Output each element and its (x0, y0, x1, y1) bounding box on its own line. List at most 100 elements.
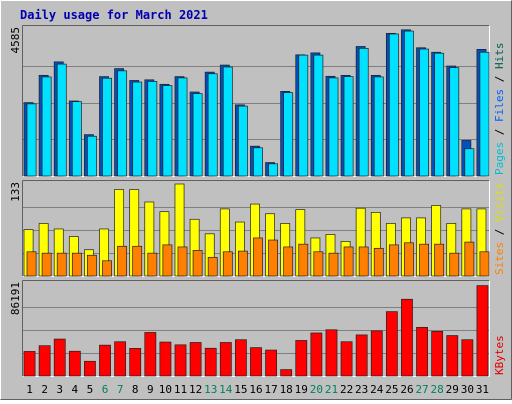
x-tick-label-28: 28 (431, 383, 444, 396)
bar-sites-19 (298, 243, 309, 277)
bar-pages-15 (238, 105, 248, 177)
x-tick-label-5: 5 (87, 383, 94, 396)
bar-kbytes-6 (99, 344, 111, 377)
bar-kbytes-30 (461, 339, 474, 377)
panels-layer: 4585 Pages / Files / Hits 133 Sites / Visit… (9, 25, 506, 377)
bar-kbytes-3 (53, 338, 66, 377)
bar-pages-27 (419, 48, 429, 177)
bar-sites-3 (56, 252, 67, 277)
legend-item-files: Files (493, 89, 506, 122)
bar-kbytes-9 (144, 332, 157, 377)
x-tick-label-23: 23 (355, 383, 368, 396)
panel-middle: 133 Sites / Visits (9, 180, 506, 277)
bar-pages-2 (41, 76, 52, 177)
bar-kbytes-13 (204, 347, 217, 377)
bar-kbytes-23 (355, 334, 368, 377)
bar-pages-10 (162, 85, 173, 177)
bar-sites-7 (117, 245, 128, 277)
bar-sites-5 (87, 254, 97, 277)
bar-kbytes-31 (476, 285, 489, 377)
bar-sites-29 (449, 252, 460, 277)
bar-kbytes-12 (189, 342, 202, 377)
bar-kbytes-15 (235, 339, 247, 377)
bar-sites-30 (464, 241, 475, 277)
bar-sites-25 (388, 244, 399, 277)
bar-sites-20 (313, 251, 324, 277)
chart-title: Daily usage for March 2021 (20, 8, 208, 22)
legend-separator: / (493, 122, 506, 142)
bar-pages-28 (434, 52, 445, 177)
x-tick-label-6: 6 (102, 383, 109, 396)
bar-pages-11 (177, 77, 188, 177)
x-tick-label-17: 17 (264, 383, 277, 396)
legend-bottom: KBytes (493, 335, 506, 375)
y-max-label-bottom: 86191 (9, 282, 22, 315)
x-tick-label-16: 16 (249, 383, 262, 396)
bar-sites-15 (238, 250, 248, 277)
series-pages (26, 30, 490, 177)
x-tick-label-29: 29 (446, 383, 459, 396)
bar-sites-18 (283, 246, 294, 277)
x-tick-label-25: 25 (385, 383, 398, 396)
bar-pages-29 (449, 67, 460, 177)
bar-sites-8 (132, 245, 143, 277)
bar-kbytes-25 (385, 311, 398, 377)
x-tick-label-10: 10 (159, 383, 172, 396)
bar-sites-26 (404, 242, 414, 277)
bar-sites-13 (207, 256, 218, 277)
series-sites (26, 237, 490, 277)
x-tick-label-30: 30 (461, 383, 474, 396)
bar-pages-1 (26, 103, 37, 177)
x-tick-label-21: 21 (325, 383, 338, 396)
bar-sites-16 (253, 237, 263, 277)
x-tick-label-24: 24 (370, 383, 384, 396)
bar-kbytes-5 (84, 360, 96, 377)
bar-pages-31 (479, 51, 490, 177)
bar-pages-20 (313, 54, 324, 177)
bar-pages-24 (373, 76, 384, 177)
bar-pages-9 (147, 81, 158, 177)
x-tick-label-15: 15 (234, 383, 247, 396)
bar-kbytes-21 (325, 329, 338, 377)
bar-sites-27 (419, 243, 429, 277)
bar-pages-12 (192, 93, 203, 177)
bar-kbytes-7 (114, 341, 127, 377)
legend-separator: / (493, 222, 506, 242)
bar-sites-14 (222, 251, 233, 277)
x-tick-label-18: 18 (280, 383, 293, 396)
series-kbytes (23, 285, 489, 377)
x-tick-label-12: 12 (189, 383, 202, 396)
bar-sites-1 (26, 251, 37, 277)
x-axis-labels: 1 2 3 4 5 6 7 8 9 10 11 12 13 14 15 16 17 18 19 20 21 22 23 24 2… (26, 383, 489, 396)
x-tick-label-26: 26 (400, 383, 413, 396)
bar-kbytes-17 (265, 349, 277, 377)
panel-bottom: 86191 KBytes (9, 280, 506, 377)
bar-sites-22 (343, 246, 354, 277)
legend-item-visits: Visits (493, 182, 506, 222)
bar-kbytes-18 (280, 369, 293, 377)
legend-top: Pages / Files / Hits (493, 43, 506, 176)
bar-sites-23 (358, 246, 369, 277)
bar-pages-25 (388, 33, 399, 177)
bar-kbytes-24 (370, 330, 383, 377)
bar-pages-19 (298, 54, 309, 177)
legend-separator: / (493, 69, 506, 89)
bar-kbytes-8 (129, 348, 142, 377)
bar-sites-12 (192, 250, 203, 277)
panel-top: 4585 Pages / Files / Hits (9, 25, 506, 177)
bar-kbytes-22 (340, 341, 353, 377)
bar-pages-5 (87, 135, 97, 177)
x-tick-label-27: 27 (415, 383, 428, 396)
x-tick-label-31: 31 (476, 383, 489, 396)
bar-sites-17 (268, 239, 278, 277)
x-tick-label-1: 1 (26, 383, 33, 396)
bar-sites-28 (434, 243, 445, 277)
bar-pages-3 (56, 63, 67, 177)
bar-pages-14 (222, 66, 233, 177)
x-tick-label-11: 11 (174, 383, 187, 396)
bar-sites-2 (41, 252, 52, 277)
bar-pages-16 (253, 147, 263, 177)
legend-item-sites: Sites (493, 242, 506, 275)
bar-sites-31 (479, 251, 490, 277)
